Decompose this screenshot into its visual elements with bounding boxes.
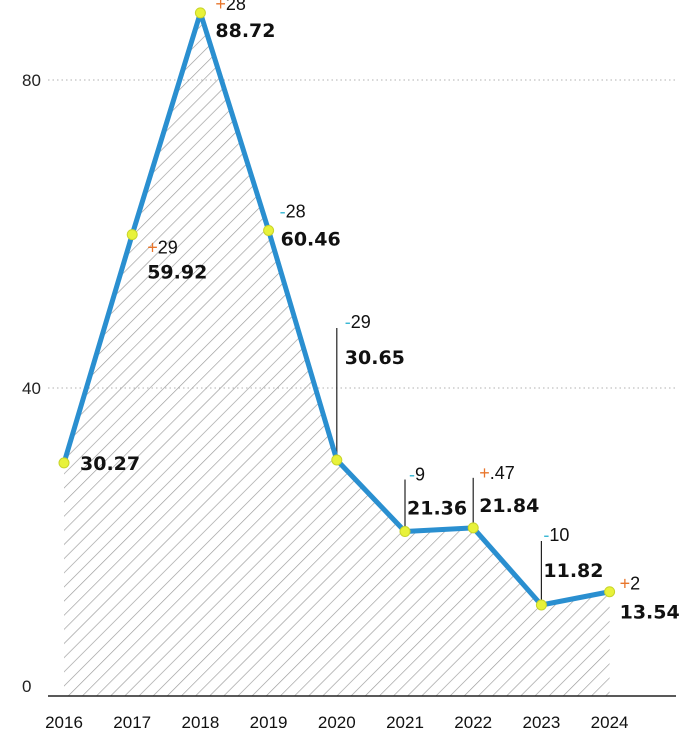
data-label: 30.27 (80, 453, 140, 475)
data-label: 21.36 (407, 498, 467, 520)
change-label: -28 (280, 201, 306, 221)
change-label: +2 (620, 574, 641, 594)
change-sign: - (280, 201, 286, 221)
change-sign: + (620, 574, 631, 594)
x-tick-label: 2019 (250, 713, 288, 732)
x-tick-label: 2018 (181, 713, 219, 732)
x-tick-label: 2016 (45, 713, 83, 732)
change-sign: - (345, 312, 351, 332)
data-label: 13.54 (620, 602, 680, 624)
change-value: 29 (351, 312, 371, 332)
data-label: 60.46 (281, 228, 341, 250)
y-tick-label: 0 (22, 677, 31, 696)
change-value: 9 (415, 465, 425, 485)
change-label: +28 (215, 0, 246, 14)
change-label: -9 (409, 465, 425, 485)
change-label: +.47 (479, 463, 515, 483)
data-label: 88.72 (215, 20, 275, 42)
x-tick-label: 2023 (522, 713, 560, 732)
area-fill (64, 12, 610, 696)
label-layer: 30.2759.92+2988.72+2860.46-2830.65-2921.… (80, 0, 680, 624)
change-label: -10 (543, 525, 569, 545)
y-tick-label: 80 (22, 71, 41, 90)
change-value: 28 (286, 201, 306, 221)
x-tick-label: 2021 (386, 713, 424, 732)
data-point (467, 522, 479, 534)
change-value: 10 (549, 525, 569, 545)
change-value: 29 (158, 238, 178, 258)
axis-layer: 0 40 80 2016 2017 2018 2019 2020 2021 2022 2023 202… (22, 71, 676, 732)
change-sign: + (147, 238, 158, 258)
change-sign: - (543, 525, 549, 545)
change-sign: + (479, 463, 490, 483)
area-layer (64, 12, 610, 696)
data-label: 59.92 (147, 262, 207, 284)
data-point (331, 454, 343, 466)
data-label: 11.82 (543, 560, 603, 582)
data-point (194, 7, 206, 19)
x-tick-label: 2024 (591, 713, 629, 732)
x-tick-label: 2020 (318, 713, 356, 732)
data-label: 30.65 (345, 347, 405, 369)
x-tick-label: 2017 (113, 713, 151, 732)
change-value: 28 (226, 0, 246, 14)
marker-layer (58, 7, 616, 611)
change-label: +29 (147, 238, 178, 258)
leader-layer (336, 327, 543, 605)
data-point (604, 586, 616, 598)
data-point (399, 526, 411, 538)
y-tick-label: 40 (22, 379, 41, 398)
data-label: 21.84 (479, 495, 539, 517)
x-tick-label: 2022 (454, 713, 492, 732)
change-sign: - (409, 465, 415, 485)
data-point (535, 599, 547, 611)
change-sign: + (215, 0, 226, 14)
data-point (58, 457, 70, 469)
change-value: 2 (630, 574, 640, 594)
change-label: -29 (345, 312, 371, 332)
change-value: .47 (490, 463, 515, 483)
data-point (126, 229, 138, 241)
data-point (263, 224, 275, 236)
